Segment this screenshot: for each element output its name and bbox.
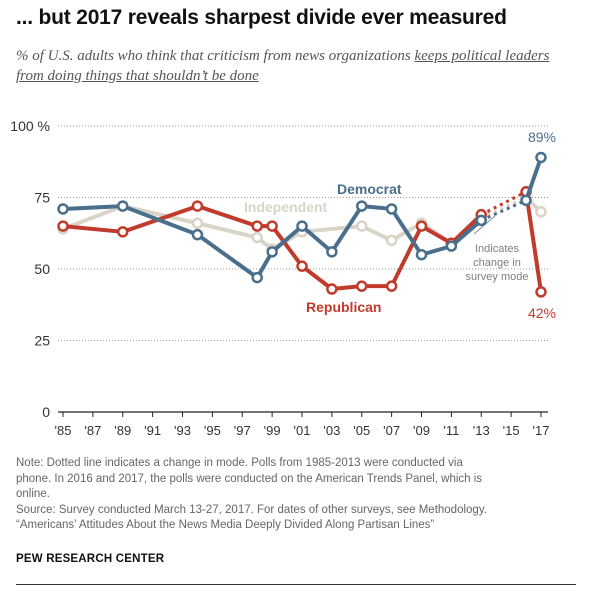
x-tick-label: '15 (503, 423, 520, 438)
x-tick-label: '01 (294, 423, 311, 438)
x-tick-label: '03 (323, 423, 340, 438)
series-label-democrat: Democrat (337, 181, 402, 197)
report-title-line: “Americans’ Attitudes About the News Med… (16, 519, 435, 531)
series-republican (57, 186, 547, 298)
y-tick-label: 50 (34, 261, 50, 277)
x-tick-label: '99 (264, 423, 281, 438)
x-tick-label: '91 (144, 423, 161, 438)
source-line: Source: Survey conducted March 13-27, 20… (16, 503, 487, 516)
data-point-republican (356, 280, 368, 292)
data-point-republican (326, 283, 338, 295)
x-tick-label: '95 (204, 423, 221, 438)
data-point-democrat (475, 214, 487, 227)
source-organization: PEW RESEARCH CENTER (16, 553, 165, 565)
data-point-democrat (520, 194, 532, 207)
note-line: phone. In 2016 and 2017, the polls were … (16, 472, 483, 485)
mode-note-line2: change in (473, 257, 521, 269)
data-label-republican-2017: 42% (528, 305, 556, 321)
y-tick-label: 75 (34, 190, 50, 206)
data-point-democrat (415, 248, 428, 261)
y-axis-labels: 0 25 50 75 100 % (10, 118, 50, 420)
end-value-labels: 89% 42% (528, 129, 556, 321)
data-point-republican (117, 226, 129, 238)
series-democrat (57, 151, 547, 284)
data-point-republican (385, 280, 398, 292)
series-line-democrat (62, 204, 483, 280)
series-mode-change-republican (480, 190, 527, 216)
data-point-democrat (266, 246, 278, 258)
data-point-democrat (57, 203, 69, 215)
series-line-online-republican (524, 191, 543, 293)
x-tick-label: '09 (413, 423, 430, 438)
y-tick-label: 0 (42, 404, 50, 420)
subtitle-text: % of U.S. adults who think that criticis… (16, 48, 415, 64)
line-chart: 0 25 50 75 100 % '85 '87 '89 '91 '93 '95 '97 '99 '01… (10, 118, 556, 438)
data-point-democrat (356, 200, 368, 212)
y-tick-label: 100 % (10, 118, 50, 134)
x-tick-label: '11 (443, 423, 459, 438)
bottom-divider (16, 584, 576, 585)
data-point-democrat (445, 240, 458, 252)
x-tick-label: '17 (533, 423, 550, 438)
series-mode-change-independent (480, 196, 527, 219)
series-labels: Independent Democrat Republican (244, 181, 402, 315)
mode-note-line1: Indicates (475, 243, 520, 255)
data-point-republican (415, 220, 428, 232)
series-layer (57, 151, 547, 298)
data-point-republican (535, 286, 547, 298)
series-label-republican: Republican (306, 299, 381, 315)
x-tick-label: '07 (383, 423, 400, 438)
data-point-republican (57, 220, 69, 232)
x-tick-label: '05 (353, 423, 370, 438)
data-point-republican (251, 220, 263, 232)
x-tick-label: '93 (174, 423, 191, 438)
data-point-republican (266, 220, 278, 232)
chart-notes: Note: Dotted line indicates a change in … (16, 456, 576, 534)
x-axis: '85 '87 '89 '91 '93 '95 '97 '99 '01 '03 '05 '07 '09 '… (55, 411, 550, 438)
gridlines (58, 125, 548, 341)
series-line-online-democrat (524, 156, 543, 202)
data-point-independent (385, 234, 398, 247)
data-point-democrat (251, 271, 263, 284)
data-point-democrat (385, 203, 398, 215)
x-tick-label: '13 (473, 423, 490, 438)
x-tick-label: '85 (55, 423, 72, 438)
data-point-independent (356, 220, 368, 232)
data-point-independent (191, 217, 204, 229)
data-point-democrat (191, 228, 204, 241)
chart-subtitle: % of U.S. adults who think that criticis… (16, 46, 576, 86)
series-mode-change-democrat (480, 198, 527, 222)
data-point-democrat (117, 200, 129, 212)
y-tick-label: 25 (34, 333, 50, 349)
x-tick-label: '87 (84, 423, 101, 438)
x-tick-label: '97 (234, 423, 251, 438)
data-point-republican (296, 260, 308, 272)
subtitle-underlined: keeps political leaders from doing thing… (16, 48, 550, 84)
data-point-democrat (296, 220, 308, 232)
data-point-democrat (535, 151, 547, 164)
data-point-republican (191, 200, 204, 212)
note-line: Note: Dotted line indicates a change in … (16, 457, 463, 469)
data-label-democrat-2017: 89% (528, 129, 556, 145)
data-point-democrat (326, 246, 338, 258)
chart-title: ... but 2017 reveals sharpest divide eve… (16, 6, 507, 29)
annotation-mode: Indicates change in survey mode (466, 215, 529, 283)
data-point-independent (535, 206, 547, 218)
series-label-independent: Independent (244, 199, 328, 215)
data-point-independent (251, 231, 263, 244)
x-tick-label: '89 (114, 423, 131, 438)
mode-note-line3: survey mode (466, 271, 529, 283)
note-line: online. (16, 488, 50, 500)
